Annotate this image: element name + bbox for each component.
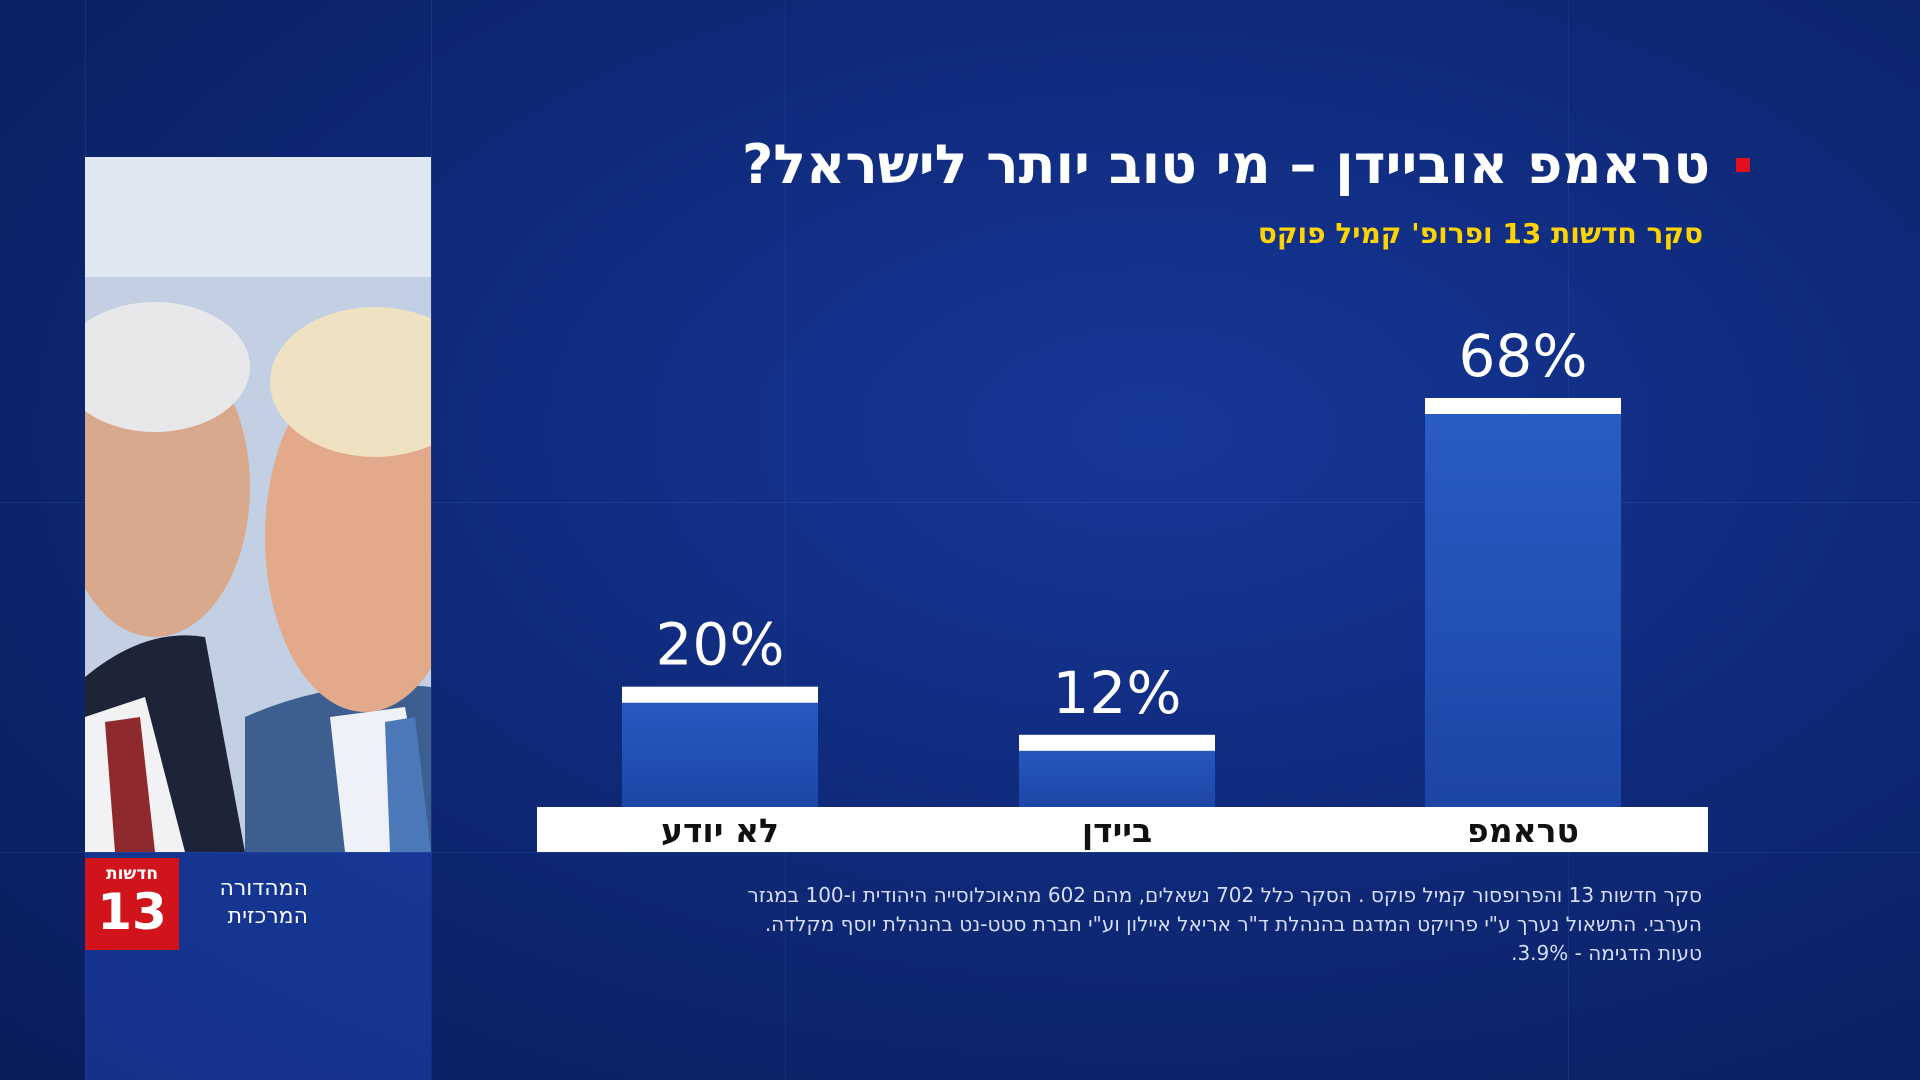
logo-top-text: חדשות [105, 864, 158, 884]
title-row: טראמפ אוביידן – מי טוב יותר לישראל? [742, 133, 1750, 196]
footnote-line-1: סקר חדשות 13 והפרופסור קמיל פוקס . הסקר … [747, 883, 1702, 907]
chart-subtitle: סקר חדשות 13 ופרופ' קמיל פוקס [1257, 217, 1703, 250]
footnote-line-3: טעות הדגימה - 3.9%. [1511, 941, 1702, 965]
red-bullet-icon [1736, 157, 1750, 172]
value-label-1: 68% [1459, 322, 1588, 390]
bar-cap-3 [622, 686, 818, 703]
candidates-illustration [85, 157, 431, 852]
candidates-photo [85, 157, 431, 852]
bar-cap-1 [1425, 398, 1621, 414]
value-label-3: 20% [656, 611, 785, 679]
value-label-2: 12% [1053, 659, 1182, 727]
bar-3 [622, 686, 818, 807]
category-label-2: ביידן [1082, 811, 1152, 850]
survey-footnote: סקר חדשות 13 והפרופסור קמיל פוקס . הסקר … [542, 881, 1702, 968]
bar-cap-2 [1019, 734, 1215, 751]
channel-13-logo: חדשות 13 [85, 858, 179, 950]
program-name: המהדורה המרכזית [198, 875, 308, 931]
category-label-1: טראמפ [1467, 811, 1579, 850]
logo-number: 13 [97, 883, 167, 941]
program-line-1: המהדורה [219, 876, 308, 901]
bar-1 [1425, 398, 1621, 807]
chart-title: טראמפ אוביידן – מי טוב יותר לישראל? [741, 133, 1710, 196]
category-label-3: לא יודע [661, 811, 779, 850]
program-line-2: המרכזית [227, 904, 308, 929]
footnote-line-2: הערבי. התשאול נערך ע"י פרויקט המדגם בהנה… [764, 912, 1702, 936]
category-label-strip [537, 807, 1708, 852]
